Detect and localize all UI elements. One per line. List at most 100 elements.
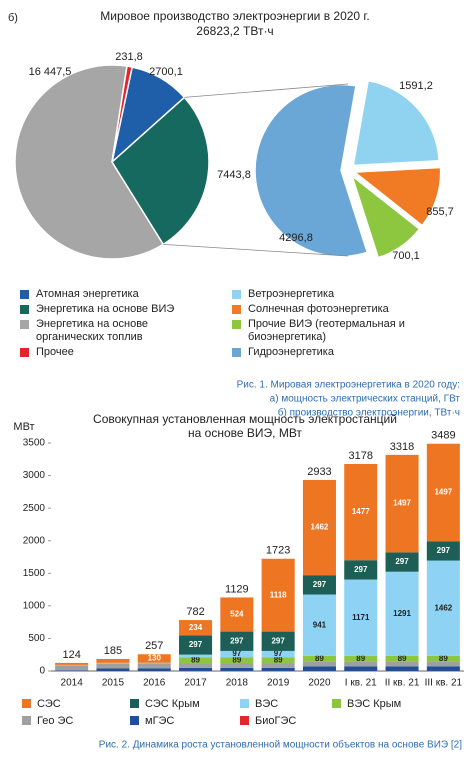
bar-total-label: 257: [145, 640, 163, 652]
bar-segment: [220, 631, 254, 651]
bar-segment: [55, 664, 89, 666]
legend-swatch: [20, 320, 29, 329]
x-tick-label: 2017: [184, 678, 207, 689]
bar-segment: [426, 661, 460, 667]
bar-total-label: 782: [186, 606, 204, 618]
bar-segment: [302, 661, 336, 667]
y-tick-label: 1500: [23, 568, 46, 579]
legend-label: СЭС Крым: [145, 698, 200, 710]
legend-swatch: [232, 348, 241, 357]
y-axis-label: МВт: [13, 421, 34, 433]
bar-segment: [55, 665, 89, 671]
pie-value-label: 700,1: [392, 250, 420, 262]
legend-label: Гео ЭС: [37, 715, 73, 727]
pie-value-label: 4296,8: [279, 232, 313, 244]
bar-value-label: 524: [230, 610, 244, 619]
pie-slice: [111, 65, 134, 163]
legend-item: Солнечная фотоэнергетика: [232, 303, 457, 316]
bar-segment: [426, 666, 460, 671]
legend-item: Энергетика на основе ВИЭ: [20, 303, 200, 316]
y-tick-label: 1000: [23, 600, 46, 611]
bar-segment: [137, 663, 171, 669]
bar-value-label: 89: [232, 655, 241, 664]
bar-segment: [426, 655, 460, 662]
bar-segment: [385, 454, 419, 553]
bar-value-label: 297: [437, 546, 451, 555]
legend-label: ВЭС Крым: [347, 698, 401, 710]
bar-value-label: 89: [356, 654, 365, 663]
pie-value-label: 231,8: [115, 51, 143, 63]
bar-value-label: 297: [313, 580, 327, 589]
y-tick-label: 2500: [23, 503, 46, 514]
chart-title: на основе ВИЭ, МВт: [188, 426, 302, 440]
bar-total-label: 3178: [349, 450, 373, 462]
bar-segment: [55, 662, 89, 665]
legend-swatch: [22, 716, 31, 725]
panel-label: б): [8, 12, 18, 24]
pie-slice: [111, 96, 210, 246]
bar-segment: [261, 650, 295, 658]
x-tick-label: 2016: [143, 678, 166, 689]
bar-segment: [344, 661, 378, 667]
legend-swatch: [232, 290, 241, 299]
legend-label: Ветроэнергетика: [248, 288, 335, 300]
caption: Рис. 2. Динамика роста установленной мощ…: [99, 739, 462, 751]
bar-value-label: 1291: [393, 609, 411, 618]
caption: б) производство электроэнергии, ТВт·ч: [278, 407, 460, 419]
bar-value-label: 89: [439, 654, 448, 663]
legend-item: Гидроэнергетика: [232, 346, 457, 359]
bar-segment: [426, 541, 460, 561]
bar-segment: [179, 635, 213, 655]
bar-segment: [344, 560, 378, 580]
legend-item: Прочие ВИЭ (геотермальная и биоэнергетик…: [232, 318, 457, 344]
bar-total-label: 185: [104, 645, 122, 657]
legend-label: Атомная энергетика: [36, 288, 139, 300]
x-tick-label: 2019: [267, 678, 290, 689]
bar-segment: [96, 663, 130, 669]
chart-title: Совокупная установленная мощность электр…: [93, 412, 397, 426]
bar-value-label: 130: [148, 654, 162, 663]
legend-label: ВЭС: [255, 698, 278, 710]
caption: Рис. 1. Мировая электроэнергетика в 2020…: [237, 380, 460, 391]
pie-value-label: 7443,8: [217, 169, 251, 181]
legend-swatch: [20, 348, 29, 357]
bar-value-label: 1497: [393, 499, 411, 508]
legend-swatch: [232, 320, 241, 329]
legend-item: Атомная энергетика: [20, 288, 200, 301]
legend-item: Энергетика на основе органических топлив: [20, 318, 200, 344]
bar-segment: [302, 655, 336, 662]
legend-label: Гидроэнергетика: [248, 346, 334, 358]
bar-segment: [344, 463, 378, 561]
legend-swatch: [232, 305, 241, 314]
pie-value-label: 2700,1: [149, 66, 183, 78]
bar-segment: [96, 662, 130, 664]
bar-segment: [302, 479, 336, 576]
legend-swatch: [20, 305, 29, 314]
legend-swatch: [332, 699, 341, 708]
x-tick-label: III кв. 21: [425, 678, 463, 689]
chart-subtitle: 26823,2 ТВт·ч: [196, 24, 273, 38]
bar-segment: [96, 668, 130, 671]
legend-label: БиоГЭС: [255, 715, 296, 727]
legend-label: СЭС: [37, 698, 61, 710]
bar-value-label: 1118: [270, 590, 287, 599]
bar-value-label: 89: [274, 655, 283, 664]
bar-segment: [179, 654, 213, 658]
bar-segment: [220, 667, 254, 671]
legend-swatch: [20, 290, 29, 299]
legend-swatch: [130, 716, 139, 725]
bar-total-label: 124: [62, 649, 80, 661]
bar-total-label: 3489: [431, 430, 455, 442]
legend-swatch: [240, 699, 249, 708]
bar-value-label: 1462: [311, 523, 329, 532]
legend-label: Энергетика на основе органических топлив: [36, 318, 149, 343]
bar-segment: [261, 558, 295, 632]
y-tick-label: 0: [39, 666, 45, 677]
bar-segment: [220, 663, 254, 668]
pie-slice: [352, 79, 440, 167]
bar-value-label: 1477: [352, 507, 370, 516]
legend: Атомная энергетика Энергетика на основе В…: [20, 288, 200, 359]
legend-swatch: [22, 699, 31, 708]
x-tick-label: 2015: [102, 678, 125, 689]
